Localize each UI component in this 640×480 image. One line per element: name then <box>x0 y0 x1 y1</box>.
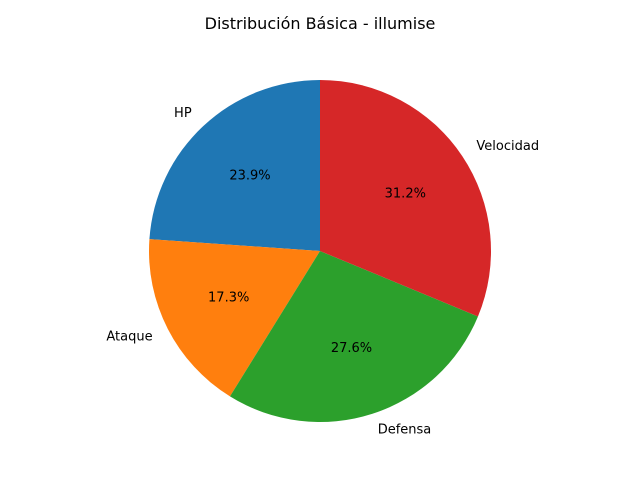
percent-label-velocidad: 31.2% <box>385 186 426 201</box>
slice-label-hp: HP <box>174 106 192 121</box>
slice-label-velocidad: Velocidad <box>476 139 539 154</box>
percent-label-defensa: 27.6% <box>331 341 372 356</box>
percent-labels: 23.9% 17.3% 27.6% 31.2% <box>208 168 426 356</box>
slice-label-defensa: Defensa <box>378 423 432 438</box>
category-labels: HP Ataque Defensa Velocidad <box>106 106 539 438</box>
percent-label-ataque: 17.3% <box>208 290 249 305</box>
slice-label-ataque: Ataque <box>106 329 152 344</box>
percent-label-hp: 23.9% <box>229 168 270 183</box>
pie-slices <box>149 80 492 422</box>
chart-title: Distribución Básica - illumise <box>205 14 436 33</box>
pie-slice-defensa <box>229 251 478 422</box>
pie-slice-velocidad <box>320 80 492 317</box>
pie-slice-ataque <box>149 239 320 397</box>
pie-slice-hp <box>149 80 320 251</box>
